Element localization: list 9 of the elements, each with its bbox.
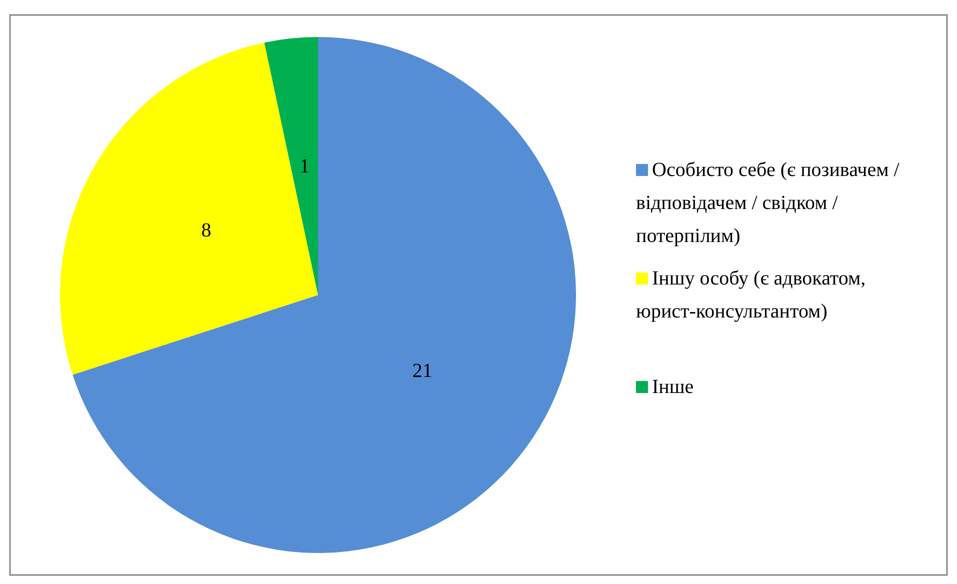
legend-label: Особисто себе (є позивачем / відповідачем / свідком / потерпілим) [636,159,900,247]
pie-slice [60,42,318,375]
pie-slice [264,37,318,295]
data-label: 8 [201,220,212,242]
legend-label: Іншу особу (є адвокатом, юрист-консультантом) [636,268,866,322]
pie-slice [72,37,576,553]
legend-label: Інше [652,376,694,398]
data-label: 21 [412,360,432,382]
data-label: 1 [300,156,310,178]
